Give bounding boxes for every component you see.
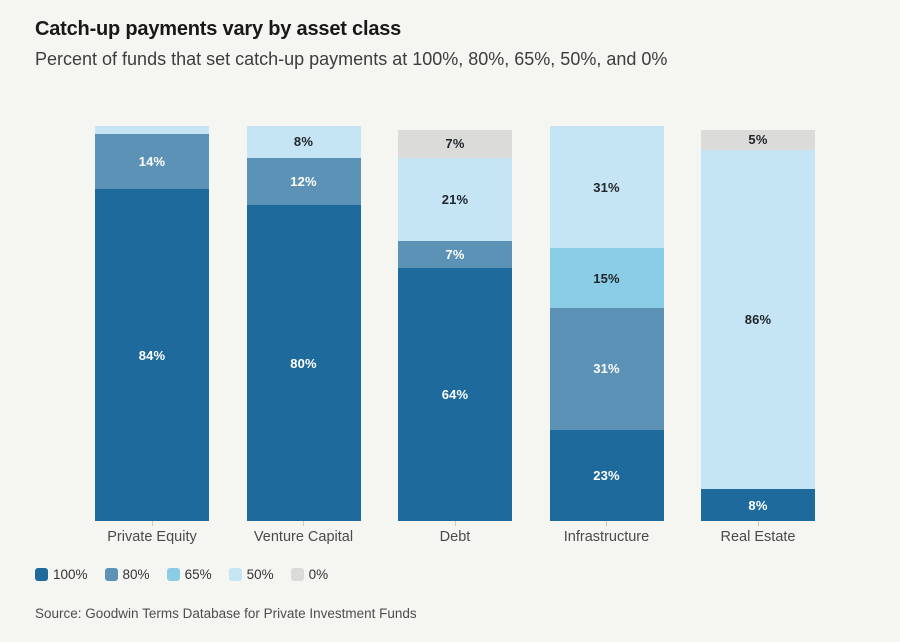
bar-debt: 64% 7% 21% 7%	[398, 129, 512, 521]
legend-item-80: 80%	[104, 567, 150, 582]
bar-segment-venture-capital-100: 80%	[246, 205, 361, 521]
legend-swatch-100	[35, 568, 48, 581]
source-note: Source: Goodwin Terms Database for Priva…	[35, 606, 417, 621]
legend-swatch-65	[166, 568, 180, 581]
bar-segment-infrastructure-65: 15%	[549, 248, 664, 308]
bar-segment-venture-capital-80: 12%	[246, 157, 361, 205]
legend-item-0: 0%	[290, 567, 329, 582]
axis-tick	[454, 521, 456, 526]
bar-segment-real-estate-100: 8%	[701, 489, 815, 521]
legend-label-50: 50%	[246, 567, 274, 582]
axis-tick	[606, 521, 607, 526]
legend-label-65: 65%	[184, 567, 212, 582]
plot-area: 84% 14% 80% 12% 8% 64% 7% 21% 7% 23% 31% 15% 31% 8% 86…	[95, 126, 815, 521]
segment-value-label: 23%	[593, 468, 620, 484]
x-axis: Private Equity Venture Capital Debt Infrast…	[95, 521, 815, 545]
category-label-debt: Debt	[439, 529, 471, 545]
segment-value-label: 31%	[593, 361, 620, 377]
x-axis-col-real-estate: Real Estate	[701, 521, 815, 545]
segment-value-label: 31%	[593, 179, 620, 195]
legend-swatch-0	[290, 568, 304, 581]
bar-segment-debt-80: 7%	[398, 240, 512, 269]
axis-tick	[303, 521, 304, 526]
legend-item-100: 100%	[35, 567, 88, 582]
segment-value-label: 12%	[290, 173, 317, 189]
bar-segment-debt-100: 64%	[398, 268, 512, 521]
bar-segment-private-equity-50	[95, 126, 209, 134]
x-axis-col-debt: Debt	[398, 521, 512, 545]
legend-item-50: 50%	[228, 567, 274, 582]
chart-title: Catch-up payments vary by asset class	[35, 18, 402, 40]
x-axis-col-venture-capital: Venture Capital	[247, 521, 361, 545]
bar-real-estate: 8% 86% 5%	[701, 129, 815, 521]
segment-value-label: 5%	[748, 132, 768, 148]
legend-label-80: 80%	[122, 567, 150, 582]
bar-private-equity: 84% 14%	[95, 126, 209, 521]
category-label-infrastructure: Infrastructure	[563, 529, 650, 545]
bar-segment-real-estate-50: 86%	[701, 149, 815, 490]
bar-segment-infrastructure-100: 23%	[549, 430, 664, 521]
legend-label-0: 0%	[308, 567, 329, 582]
legend-label-100: 100%	[53, 567, 88, 582]
segment-value-label: 80%	[290, 355, 317, 371]
segment-value-label: 86%	[744, 312, 772, 328]
category-label-private-equity: Private Equity	[107, 529, 197, 545]
segment-value-label: 84%	[138, 347, 166, 363]
segment-value-label: 15%	[593, 270, 620, 286]
chart-card: Catch-up payments vary by asset class Pe…	[35, 18, 865, 621]
bar-segment-private-equity-80: 14%	[95, 133, 209, 190]
x-axis-col-private-equity: Private Equity	[95, 521, 209, 545]
bar-segment-debt-50: 21%	[398, 157, 512, 241]
segment-value-label: 8%	[748, 497, 768, 513]
bar-segment-infrastructure-50: 31%	[549, 126, 664, 249]
axis-tick	[757, 521, 759, 526]
bar-segment-real-estate-0: 5%	[701, 129, 815, 150]
segment-value-label: 64%	[441, 387, 469, 403]
bar-segment-venture-capital-50: 8%	[246, 126, 361, 158]
segment-value-label: 7%	[445, 136, 465, 152]
segment-value-label: 21%	[441, 191, 469, 207]
legend-swatch-80	[104, 568, 118, 581]
chart-subtitle: Percent of funds that set catch-up payme…	[35, 49, 668, 69]
legend-swatch-50	[228, 568, 242, 581]
bar-segment-infrastructure-80: 31%	[549, 307, 664, 431]
stacked-bar-chart: 84% 14% 80% 12% 8% 64% 7% 21% 7% 23% 31% 15% 31% 8% 86…	[95, 126, 815, 545]
bar-infrastructure: 23% 31% 15% 31%	[549, 126, 664, 521]
bar-segment-debt-0: 7%	[398, 129, 512, 158]
segment-value-label: 8%	[293, 134, 314, 150]
segment-value-label: 14%	[138, 154, 166, 170]
legend-item-65: 65%	[166, 567, 212, 582]
bar-segment-private-equity-100: 84%	[95, 189, 209, 521]
bar-venture-capital: 80% 12% 8%	[246, 126, 361, 521]
x-axis-col-infrastructure: Infrastructure	[550, 521, 664, 545]
segment-value-label: 7%	[445, 246, 465, 262]
category-label-real-estate: Real Estate	[720, 529, 796, 545]
category-label-venture-capital: Venture Capital	[253, 529, 354, 545]
axis-tick	[151, 521, 153, 526]
legend: 100% 80% 65% 50% 0%	[35, 567, 865, 582]
